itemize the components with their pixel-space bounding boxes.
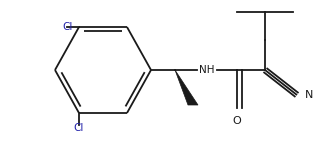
Text: N: N — [305, 90, 313, 100]
Text: NH: NH — [199, 65, 215, 75]
Text: Cl: Cl — [63, 22, 73, 32]
Text: Cl: Cl — [74, 123, 84, 133]
Polygon shape — [175, 70, 198, 105]
Text: O: O — [232, 116, 241, 126]
